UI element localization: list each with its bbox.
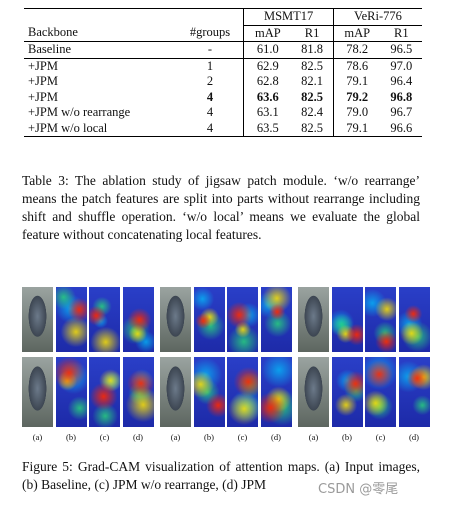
table-cell: Baseline [24,41,177,59]
image-label: (b) [204,432,214,442]
column-header: R1 [291,25,334,42]
input-image [298,357,329,427]
attention-map [122,357,154,427]
image-label: (c) [237,432,248,442]
attention-map [89,357,120,427]
attention-map [331,357,363,427]
table-cell: 82.4 [301,105,323,119]
group-header: MSMT17 [243,8,334,26]
table-cell: 62.9 [243,58,292,74]
table-row: +JPM w/o rearrange 4 63.1 82.4 79.0 96.7 [24,105,422,121]
image-label: (b) [66,432,76,442]
image-label: (b) [342,432,352,442]
attention-map [55,357,87,427]
attention-map [398,357,430,427]
table-cell: 63.6 [243,89,292,105]
table-row: +JPM 1 62.9 82.5 78.6 97.0 [24,58,422,74]
table-cell: 97.0 [390,58,413,73]
table-cell: +JPM [28,58,58,73]
image-label: (c) [99,432,110,442]
table-cell: 82.5 [291,120,334,137]
table-cell: 63.1 [243,105,292,121]
input-image [298,287,329,352]
attention-map [193,287,225,352]
image-label: (a) [32,432,43,442]
figure-caption: Figure 5: Grad-CAM visualization of atte… [22,459,420,492]
attention-map [365,287,396,352]
table-cell: 1 [206,58,214,73]
table-cell: - [176,41,244,59]
table-cell: +JPM [28,89,58,104]
attention-map [122,287,154,352]
table-cell: 78.2 [332,41,381,59]
attention-map [227,357,258,427]
table-cell: 82.5 [301,58,323,73]
input-image [160,287,191,352]
column-header: Backbone [24,25,177,42]
input-image [22,287,53,352]
table-cell: +JPM w/o local [24,120,177,137]
table-cell: 81.8 [291,41,334,59]
table-cell: 79.1 [332,120,381,137]
table-cell: 4 [206,89,214,104]
table-row: +JPM w/o local 4 63.5 82.5 79.1 96.6 [24,120,422,137]
table-cell: 79.1 [332,74,381,90]
table-cell: 79.2 [332,89,381,105]
table-cell: 96.4 [390,74,413,88]
table-cell: 4 [176,120,244,137]
attention-map [260,287,292,352]
attention-map [331,287,363,352]
table-cell: 96.7 [390,105,413,119]
table-cell: 62.8 [243,74,292,90]
image-label: (a) [170,432,181,442]
column-header: #groups [176,25,244,42]
table-caption: Table 3: The ablation study of jigsaw pa… [22,173,420,242]
watermark: CSDN @零尾 [318,482,399,497]
image-label: (c) [375,432,386,442]
table-cell: 4 [206,105,214,119]
column-header: mAP [332,25,381,42]
attention-map [193,357,225,427]
attention-map [398,287,430,352]
image-label: (d) [409,432,419,442]
table-cell: 96.8 [390,89,413,104]
table-cell: 96.5 [380,41,422,59]
attention-map [260,357,292,427]
table-cell: 78.6 [332,58,381,74]
image-label: (a) [308,432,319,442]
input-image [160,357,191,427]
table-cell: 79.0 [332,105,381,121]
table-row: Baseline -61.0 81.8 78.2 96.5 [24,41,422,59]
table-cell: +JPM w/o rearrange [28,105,131,119]
attention-map [55,287,87,352]
table-cell: 82.5 [301,89,323,104]
table-cell: 63.5 [243,120,292,137]
image-label: (d) [271,432,281,442]
table-cell: 2 [206,74,214,88]
table-cell: 61.0 [243,41,292,59]
group-header: VeRi-776 [332,8,422,26]
attention-map [365,357,396,427]
table-row: +JPM 4 63.6 82.5 79.2 96.8 [24,89,422,105]
ablation-table: MSMT17 VeRi-776 Backbone #groups mAP R1 … [24,8,422,137]
table-cell: 96.6 [380,120,422,137]
input-image [22,357,53,427]
table-cell: +JPM [28,74,58,88]
table-row: +JPM 2 62.8 82.1 79.1 96.4 [24,74,422,90]
image-label: (d) [133,432,143,442]
attention-map [227,287,258,352]
column-header: R1 [380,25,422,42]
column-header: mAP [243,25,292,42]
attention-map [89,287,120,352]
table-cell: 82.1 [301,74,323,88]
